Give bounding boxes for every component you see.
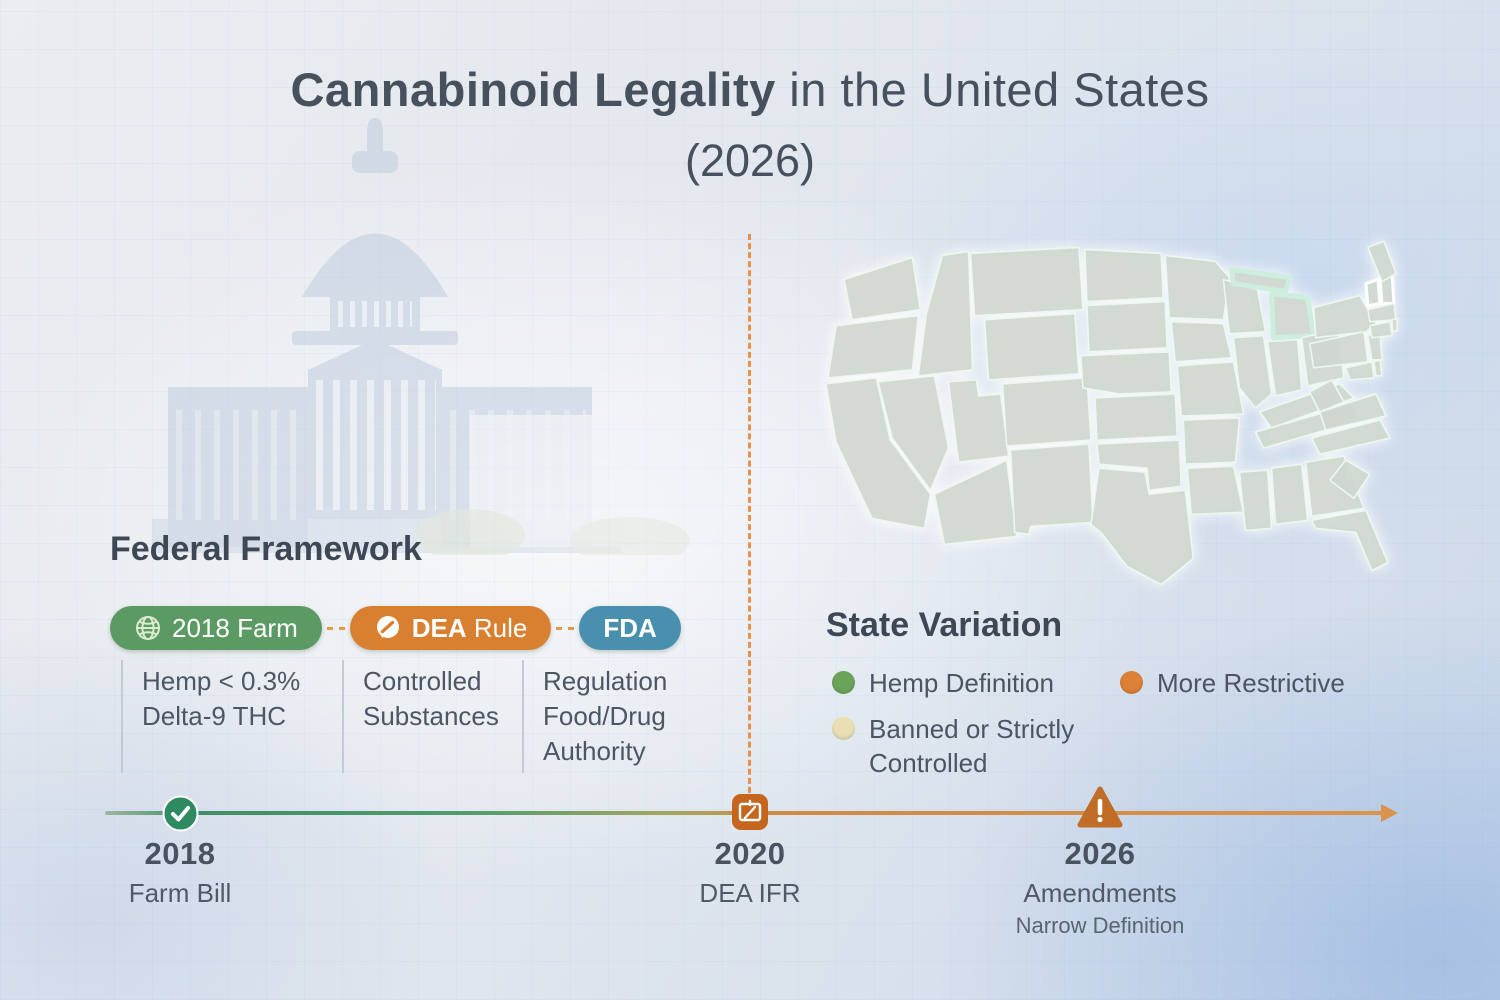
badge-strong-text: FDA	[603, 612, 657, 643]
state-MI	[1269, 291, 1317, 341]
title-rest: in the United States	[775, 63, 1210, 116]
hemp-definition-dot-icon	[832, 671, 855, 694]
title-year: (2026)	[684, 135, 816, 186]
legend-item-more-restrictive: More Restrictive	[1120, 666, 1420, 700]
farm-bill-badge: 2018 Farm	[110, 606, 322, 650]
state-UT	[947, 379, 1010, 463]
legend-label: Hemp Definition	[869, 668, 1054, 698]
state-MT	[969, 246, 1084, 317]
description-line: Controlled	[363, 666, 482, 696]
state-CT	[1369, 320, 1393, 339]
state-ND	[1084, 248, 1164, 303]
timeline-2020-divider-line	[748, 234, 751, 802]
state-PA	[1308, 330, 1369, 369]
timeline-event-2026: 2026 Amendments Narrow Definition	[1000, 836, 1200, 939]
state-KS	[1094, 393, 1179, 441]
event-sublabel: Narrow Definition	[1015, 913, 1185, 938]
state-NC	[1310, 419, 1391, 455]
timeline-event-2020: 2020 DEA IFR	[670, 836, 830, 909]
title-bold: Cannabinoid Legality	[290, 63, 776, 116]
state-ID	[917, 250, 974, 377]
badge-label: 2018 Farm	[172, 612, 298, 643]
badge-connector-dash	[556, 626, 575, 630]
event-label: Amendments	[1023, 878, 1177, 908]
state-RI	[1391, 317, 1398, 333]
fda-badge: FDA	[579, 606, 681, 650]
check-circle-icon	[162, 795, 199, 837]
farm-bill-description: Hemp < 0.3% Delta-9 THC	[121, 660, 342, 773]
federal-descriptions-row: Hemp < 0.3% Delta-9 THC Controlled Subst…	[121, 660, 713, 773]
legend-label: Banned or Strictly Controlled	[869, 714, 1075, 778]
dea-rule-description: Controlled Substances	[342, 660, 522, 773]
badge-label: Rule	[466, 612, 528, 643]
description-line: Substances	[363, 701, 499, 731]
description-line: Authority	[543, 736, 646, 766]
state-NM	[1009, 443, 1094, 536]
state-OR	[827, 314, 920, 379]
state-CA	[825, 377, 932, 530]
warning-triangle-icon	[1077, 786, 1123, 835]
badge-connector-dash	[326, 626, 345, 630]
legend-label: More Restrictive	[1157, 668, 1345, 698]
tree-illustration	[415, 509, 525, 555]
state-NV	[877, 375, 950, 492]
dea-rule-badge: DEA Rule	[349, 606, 552, 650]
page-title: Cannabinoid Legality in the United State…	[0, 62, 1500, 187]
state-MN	[1164, 254, 1231, 321]
state-MI-upper	[1228, 266, 1293, 295]
state-IN	[1266, 338, 1303, 397]
event-year: 2018	[144, 836, 216, 871]
state-IL	[1232, 334, 1273, 409]
state-WY	[983, 312, 1080, 381]
legend-item-hemp-definition: Hemp Definition	[832, 666, 1132, 700]
state-IA	[1170, 320, 1233, 363]
state-AL	[1270, 463, 1309, 526]
description-line: Delta-9 THC	[142, 701, 287, 731]
state-TX	[1090, 467, 1195, 586]
globe-icon	[134, 614, 162, 642]
timeline-event-2018: 2018 Farm Bill	[100, 836, 260, 909]
state-CO	[1001, 377, 1092, 447]
banned-controlled-dot-icon	[832, 717, 855, 740]
federal-building-illustration	[470, 415, 725, 547]
state-SD	[1086, 300, 1169, 353]
badge-strong-text: DEA	[411, 612, 467, 643]
title-line-1: Cannabinoid Legality in the United State…	[0, 62, 1500, 117]
tree-illustration	[570, 517, 690, 555]
capitol-illustration	[152, 118, 725, 555]
fda-description: Regulation Food/Drug Authority	[522, 660, 713, 773]
description-line: Food/Drug	[543, 701, 666, 731]
description-line: Regulation	[543, 666, 668, 696]
state-WV	[1308, 379, 1345, 413]
event-year: 2026	[1064, 836, 1136, 871]
us-states-map	[825, 240, 1398, 586]
state-VA	[1318, 393, 1387, 431]
legend-item-banned-controlled: Banned or Strictly Controlled	[832, 712, 1082, 780]
more-restrictive-dot-icon	[1120, 671, 1143, 694]
state-FL	[1310, 509, 1389, 572]
state-AR	[1182, 417, 1241, 465]
state-NE	[1080, 350, 1173, 395]
state-SC	[1328, 459, 1371, 500]
state-WA	[843, 256, 922, 321]
description-line: Hemp < 0.3%	[142, 666, 301, 696]
federal-badges-row: 2018 Farm DEA Rule FDA	[110, 606, 681, 650]
state-MD	[1345, 361, 1375, 381]
state-VT	[1364, 278, 1382, 308]
event-label: Farm Bill	[128, 878, 232, 908]
event-year: 2020	[714, 836, 786, 871]
document-rule-icon	[730, 792, 770, 837]
federal-framework-heading: Federal Framework	[110, 530, 422, 568]
state-MS	[1238, 469, 1273, 532]
state-LA	[1186, 465, 1245, 516]
state-DE	[1373, 359, 1383, 377]
timeline-arrowhead-icon	[1381, 804, 1398, 822]
state-variation-heading: State Variation	[826, 606, 1063, 644]
state-ME	[1367, 240, 1397, 283]
pen-badge-icon	[374, 614, 402, 642]
state-MO	[1176, 361, 1245, 417]
event-label: DEA IFR	[699, 878, 801, 908]
state-AZ	[933, 459, 1018, 546]
